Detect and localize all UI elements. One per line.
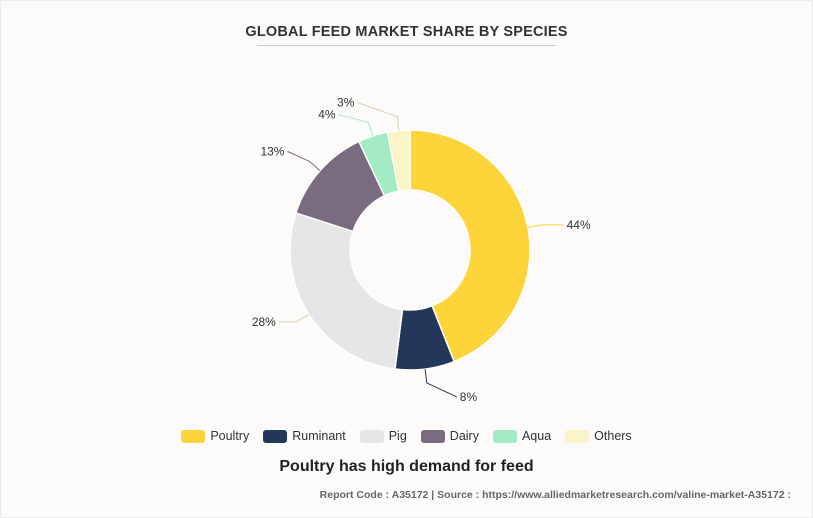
- leader-line-pig: [278, 313, 309, 323]
- legend-swatch-poultry: [181, 429, 206, 443]
- legend-swatch-aqua: [492, 429, 517, 443]
- legend-swatch-ruminant: [263, 429, 288, 443]
- legend-label-others: Others: [594, 429, 632, 443]
- source-footer: Report Code : A35172 | Source : https://…: [319, 489, 791, 501]
- legend-item-poultry[interactable]: Poultry: [181, 429, 249, 443]
- legend-item-ruminant[interactable]: Ruminant: [263, 429, 346, 443]
- leader-line-ruminant: [424, 368, 458, 398]
- chart-caption: Poultry has high demand for feed: [279, 458, 534, 475]
- title-underline: [257, 45, 556, 46]
- legend-label-ruminant: Ruminant: [292, 429, 346, 443]
- slice-others[interactable]: [386, 129, 411, 192]
- data-label-aqua: 4%: [318, 108, 336, 122]
- data-label-pig: 28%: [252, 315, 276, 329]
- leader-line-aqua: [338, 114, 374, 137]
- legend-label-aqua: Aqua: [521, 429, 552, 443]
- chart-title: GLOBAL FEED MARKET SHARE BY SPECIES: [245, 24, 568, 40]
- legend-label-dairy: Dairy: [449, 429, 479, 443]
- slice-poultry[interactable]: [409, 129, 531, 363]
- data-label-ruminant: 8%: [460, 390, 478, 404]
- legend-label-pig: Pig: [388, 429, 407, 443]
- legend-item-pig[interactable]: Pig: [359, 429, 407, 443]
- chart-legend: Poultry Ruminant Pig Dairy Aqua Others: [0, 429, 813, 443]
- legend-swatch-pig: [359, 429, 384, 443]
- data-label-others: 3%: [337, 96, 355, 110]
- data-label-poultry: 44%: [567, 218, 591, 232]
- legend-label-poultry: Poultry: [210, 429, 250, 443]
- legend-swatch-others: [565, 429, 590, 443]
- leader-line-poultry: [527, 224, 564, 229]
- legend-item-others[interactable]: Others: [565, 429, 632, 443]
- legend-swatch-dairy: [420, 429, 445, 443]
- data-label-dairy: 13%: [260, 144, 284, 158]
- leader-line-dairy: [287, 150, 321, 172]
- slice-pig[interactable]: [289, 211, 404, 370]
- leader-line-others: [357, 102, 400, 131]
- legend-item-aqua[interactable]: Aqua: [492, 429, 552, 443]
- legend-item-dairy[interactable]: Dairy: [420, 429, 479, 443]
